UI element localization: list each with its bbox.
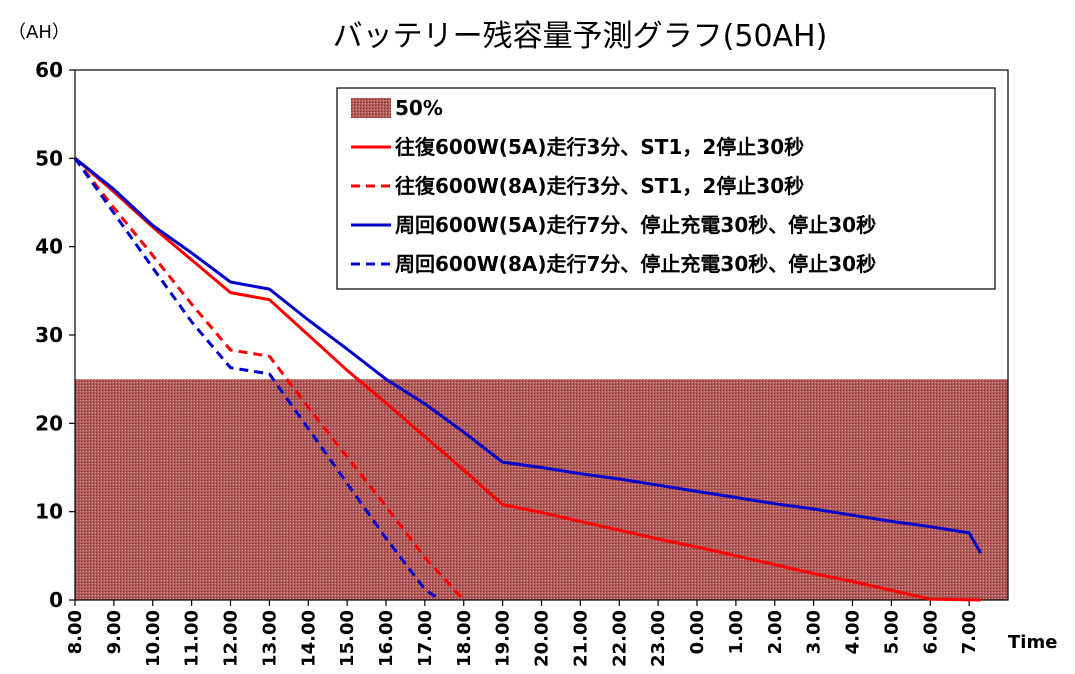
legend-series-entries: 往復600W(5A)走行3分、ST1，2停止30秒往復600W(8A)走行3分、… — [351, 135, 876, 276]
x-tick-label: 1.00 — [726, 610, 747, 654]
x-tick-label: 23.00 — [648, 610, 669, 667]
x-tick-label: 4.00 — [843, 610, 864, 654]
x-tick-label: 3.00 — [804, 610, 825, 654]
x-tick-label: 0.00 — [687, 610, 708, 654]
y-axis-unit: （AH） — [8, 22, 70, 43]
series-lines — [73, 157, 983, 602]
y-tick-label: 0 — [49, 588, 63, 612]
x-tick-label: 8.00 — [65, 610, 86, 654]
series-line-1 — [74, 157, 981, 602]
legend-label-series-2: 往復600W(8A)走行3分、ST1，2停止30秒 — [395, 174, 804, 198]
series-line-4 — [73, 157, 442, 602]
legend-label-series-3: 周回600W(5A)走行7分、停止充電30秒、停止30秒 — [395, 213, 876, 237]
series-line-2 — [73, 157, 465, 602]
chart-title: バッテリー残容量予測グラフ(50AH) — [333, 19, 828, 54]
x-tick-label: 10.00 — [143, 610, 164, 667]
y-tick-label: 20 — [35, 411, 63, 435]
x-tick-label: 18.00 — [454, 610, 475, 667]
x-tick-label: 21.00 — [570, 610, 591, 667]
series-line-3 — [74, 157, 983, 554]
x-tick-label: 5.00 — [881, 610, 902, 654]
legend-label-50-percent: 50% — [395, 96, 443, 120]
legend-label-series-1: 往復600W(5A)走行3分、ST1，2停止30秒 — [395, 135, 804, 159]
x-tick-label: 9.00 — [104, 610, 125, 654]
x-tick-label: 22.00 — [609, 610, 630, 667]
y-axis-ticks: 0 10 20 30 40 50 60 — [35, 58, 75, 612]
threshold-band-50-percent — [75, 379, 1008, 600]
x-tick-label: 11.00 — [182, 610, 203, 667]
x-tick-label: 12.00 — [221, 610, 242, 667]
x-tick-label: 7.00 — [959, 610, 980, 654]
y-tick-label: 40 — [35, 235, 63, 259]
legend-frame — [336, 87, 996, 290]
x-axis-ticks: 8.00 9.00 10.00 11.00 12.00 13.00 14.00 15.00 16… — [65, 600, 980, 667]
x-tick-label: 2.00 — [765, 610, 786, 654]
x-tick-label: 19.00 — [493, 610, 514, 667]
y-tick-label: 30 — [35, 323, 63, 347]
x-tick-label: 6.00 — [920, 610, 941, 654]
x-tick-label: 14.00 — [298, 610, 319, 667]
legend-label-series-4: 周回600W(8A)走行7分、停止充電30秒、停止30秒 — [395, 252, 876, 276]
x-tick-label: 17.00 — [415, 610, 436, 667]
x-tick-label: 20.00 — [532, 610, 553, 667]
legend-swatch-50-percent — [351, 98, 391, 118]
y-tick-label: 50 — [35, 146, 63, 170]
x-tick-label: 16.00 — [376, 610, 397, 667]
y-tick-label: 60 — [35, 58, 63, 82]
x-tick-label: 13.00 — [259, 610, 280, 667]
legend: 50% 往復600W(5A)走行3分、ST1，2停止30秒往復600W(8A)走… — [336, 87, 996, 290]
x-tick-label: 15.00 — [337, 610, 358, 667]
x-axis-label: Time — [1008, 632, 1057, 653]
y-tick-label: 10 — [35, 500, 63, 524]
